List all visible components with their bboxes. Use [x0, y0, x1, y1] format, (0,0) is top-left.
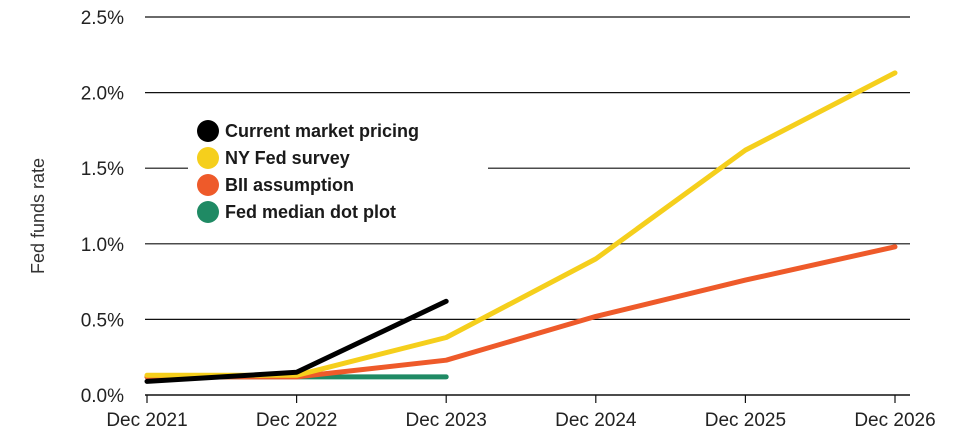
series-lines: [144, 70, 898, 384]
series-line-bii-assumption: [144, 244, 898, 380]
legend-swatch: [197, 201, 219, 223]
x-tick-label: Dec 2025: [705, 410, 786, 431]
x-tick-label: Dec 2022: [256, 410, 337, 431]
y-tick-label: 1.0%: [81, 235, 124, 256]
x-tick-label: Dec 2026: [854, 410, 935, 431]
legend-swatch: [197, 174, 219, 196]
legend: Current market pricing NY Fed survey BII a…: [188, 114, 488, 226]
legend-label: Fed median dot plot: [225, 202, 396, 222]
legend-label: Current market pricing: [225, 121, 419, 141]
legend-swatch: [197, 147, 219, 169]
y-axis-label: Fed funds rate: [28, 158, 48, 274]
legend-label: NY Fed survey: [225, 148, 350, 168]
x-tick-label: Dec 2023: [406, 410, 487, 431]
y-tick-label: 0.0%: [81, 386, 124, 407]
legend-label: BII assumption: [225, 175, 354, 195]
x-tick-label: Dec 2021: [106, 410, 187, 431]
y-tick-label: 1.5%: [81, 159, 124, 180]
x-axis-ticks: Dec 2021 Dec 2022 Dec 2023 Dec 2024 Dec 2025…: [106, 395, 936, 431]
y-tick-label: 2.0%: [81, 84, 124, 105]
y-tick-label: 2.5%: [81, 8, 124, 29]
series-line-current-market-pricing: [144, 298, 449, 384]
legend-swatch: [197, 120, 219, 142]
y-tick-label: 0.5%: [81, 310, 124, 331]
x-tick-label: Dec 2024: [555, 410, 637, 431]
legend-background: [188, 114, 488, 226]
y-axis-ticks: 0.0% 0.5% 1.0% 1.5% 2.0% 2.5%: [81, 8, 124, 407]
